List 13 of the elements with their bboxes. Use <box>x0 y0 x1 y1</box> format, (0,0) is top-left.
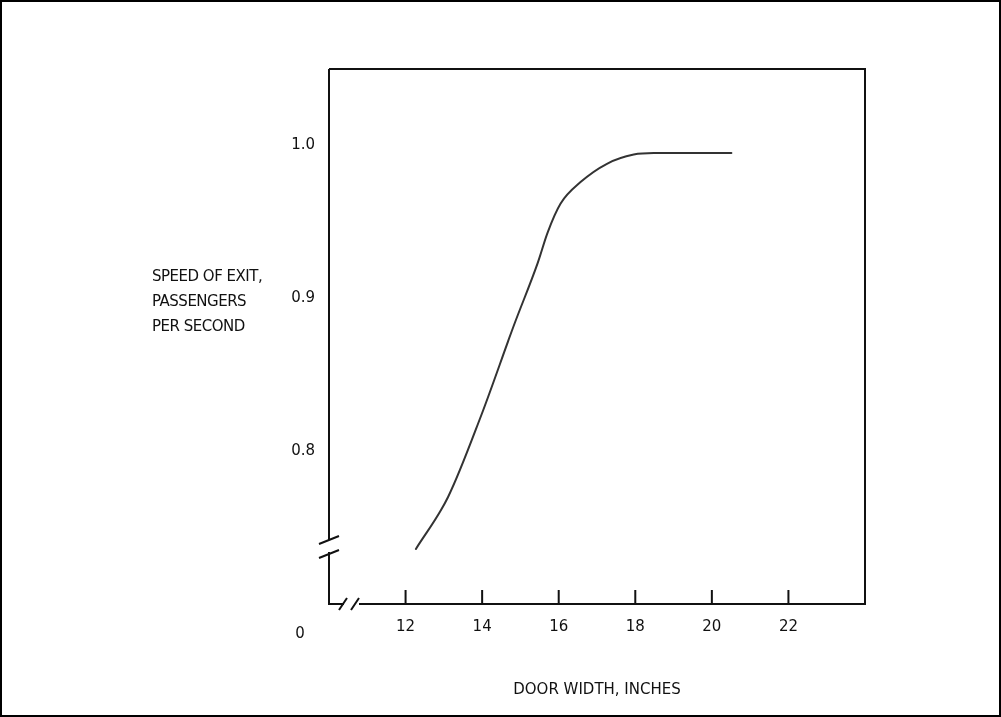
x-tick-label: 20 <box>702 616 722 635</box>
y-tick-label: 0.8 <box>291 441 315 460</box>
x-tick-label: 18 <box>625 616 645 635</box>
x-tick-label: 22 <box>778 616 798 635</box>
y-tick-label: 1.0 <box>291 135 315 154</box>
x-tick-label: 16 <box>549 616 569 635</box>
x-axis-title: DOOR WIDTH, INCHES <box>513 679 681 698</box>
x-tick-label: 12 <box>396 616 416 635</box>
y-tick-label: 0.9 <box>291 288 315 307</box>
y-axis-title: SPEED OF EXIT, PASSENGERS PER SECOND <box>152 266 263 337</box>
line-series <box>414 152 733 550</box>
x-tick-label: 14 <box>472 616 492 635</box>
text: 0 <box>295 623 305 642</box>
